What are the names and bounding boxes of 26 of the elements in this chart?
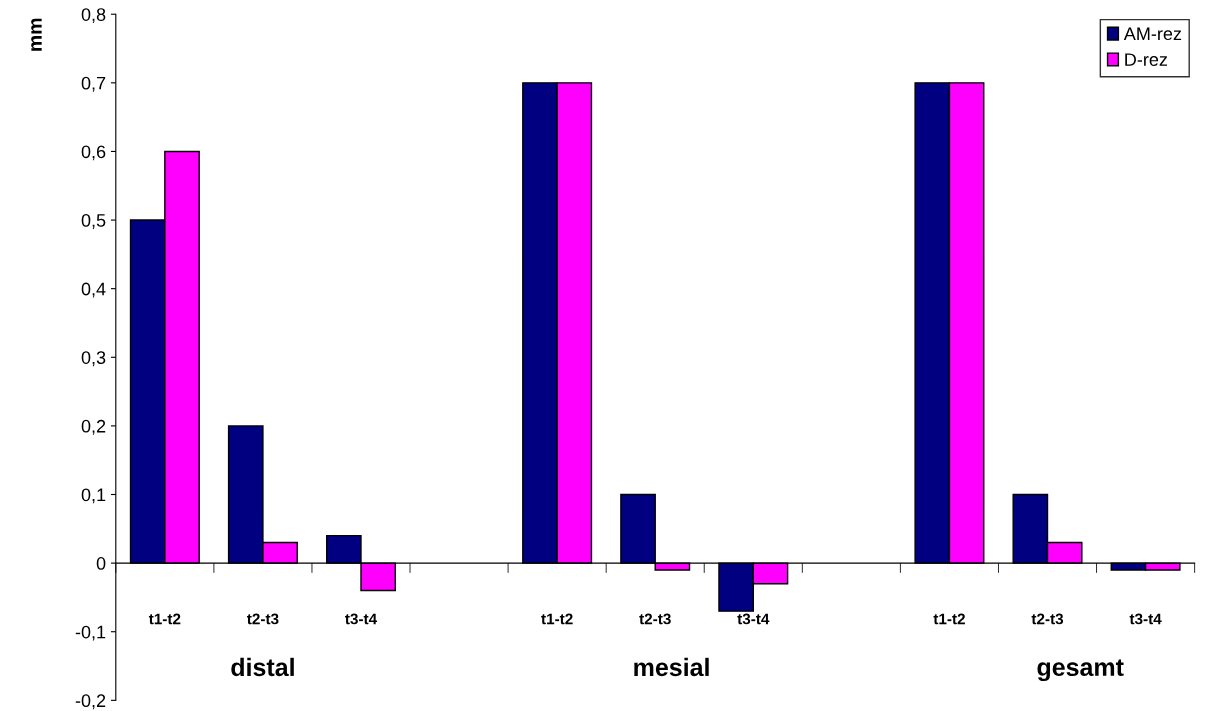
y-tick-label: 0,6 [81, 145, 106, 161]
legend-label: AM-rez [1123, 27, 1182, 41]
x-tick-label: t3-t4 [1129, 613, 1162, 625]
y-tick-label: 0,1 [81, 488, 106, 504]
x-tick-label: t1-t2 [933, 613, 965, 625]
annotation: mesial [634, 657, 709, 677]
x-tick-label: t3-t4 [345, 613, 378, 625]
annotation: distal [231, 657, 294, 677]
annotation: gesamt [1037, 659, 1124, 682]
x-tick-label: t2-t3 [246, 613, 279, 625]
x-tick-label: t1-t2 [541, 613, 573, 625]
y-tick-label: -0,1 [75, 625, 106, 641]
legend-label: D-rez [1125, 53, 1168, 66]
x-tick-label: t2-t3 [1031, 613, 1064, 625]
y-tick-label: -0,2 [75, 694, 106, 710]
y-tick-label: 0,7 [81, 76, 106, 92]
y-tick-label: 0,4 [81, 282, 106, 298]
y-tick-label: 0 [96, 557, 106, 570]
x-tick-label: t3-t4 [737, 613, 770, 625]
y-tick-label: 0,3 [81, 351, 106, 367]
y-tick-label: 0,5 [81, 213, 106, 229]
x-tick-label: t1-t2 [148, 613, 181, 625]
x-tick-label: t2-t3 [639, 613, 671, 625]
y-tick-label: 0,8 [81, 8, 106, 24]
y-axis-title: mm [31, 18, 42, 51]
y-tick-label: 0,2 [81, 419, 106, 435]
